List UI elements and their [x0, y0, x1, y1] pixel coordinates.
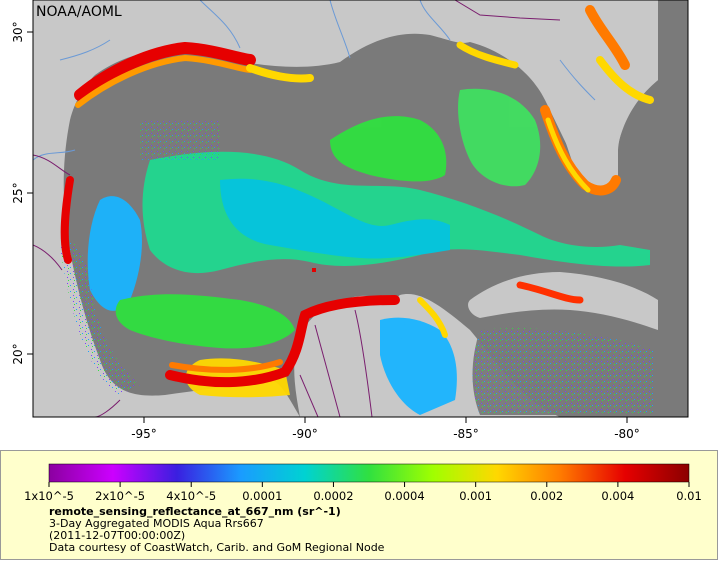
florida-land	[543, 0, 658, 190]
colorbar-tick-label: 0.0001	[242, 489, 283, 503]
lat-tick-label: 30°	[11, 21, 25, 42]
colorbar-tick-label: 0.01	[676, 489, 702, 503]
map-area[interactable]: -95° -90° -85° -80° 30° 25° 20° NOAA/AOM…	[0, 0, 720, 450]
lon-tick-label: -85°	[453, 427, 479, 441]
colorbar-tick-label: 1x10^-5	[24, 489, 74, 503]
legend-panel: 1x10^-5 2x10^-5 4x10^-5 0.0001 0.0002 0.0004 0…	[0, 450, 718, 560]
colorbar-tick-label: 0.0004	[384, 489, 425, 503]
credit-label: NOAA/AOML	[36, 4, 122, 20]
legend-subtitle: 3-Day Aggregated MODIS Aqua Rrs667	[49, 517, 264, 530]
colorbar-tick-label: 4x10^-5	[166, 489, 217, 503]
colorbar-tick-label: 0.0002	[313, 489, 354, 503]
lon-tick-label: -80°	[614, 427, 640, 441]
colorbar-tick-label: 2x10^-5	[95, 489, 146, 503]
colorbar-tick-label: 0.002	[530, 489, 564, 503]
cuba-land	[468, 272, 658, 330]
colorbar-tick-label: 0.004	[601, 489, 635, 503]
lon-tick-label: -95°	[131, 427, 157, 441]
legend-date: (2011-12-07T00:00:00Z)	[49, 529, 186, 542]
coastal-plume	[60, 5, 654, 388]
map-canvas: -95° -90° -85° -80° 30° 25° 20°	[11, 0, 689, 441]
borders	[33, 0, 561, 417]
rivers	[33, 0, 596, 161]
nodata-strip	[658, 0, 688, 417]
yucatan-land	[294, 295, 405, 417]
legend-title: remote_sensing_reflectance_at_667_nm (sr…	[49, 505, 341, 518]
colorbar-tick-label: 0.001	[459, 489, 493, 503]
axis-ticks	[27, 31, 628, 423]
plot-frame	[32, 0, 689, 418]
lat-tick-label: 20°	[11, 343, 25, 364]
lat-tick-label: 25°	[11, 182, 25, 203]
lon-tick-label: -90°	[292, 427, 318, 441]
colorbar-gradient	[48, 463, 690, 483]
colorbar	[48, 463, 690, 487]
legend-courtesy: Data courtesy of CoastWatch, Carib. and …	[49, 541, 385, 554]
